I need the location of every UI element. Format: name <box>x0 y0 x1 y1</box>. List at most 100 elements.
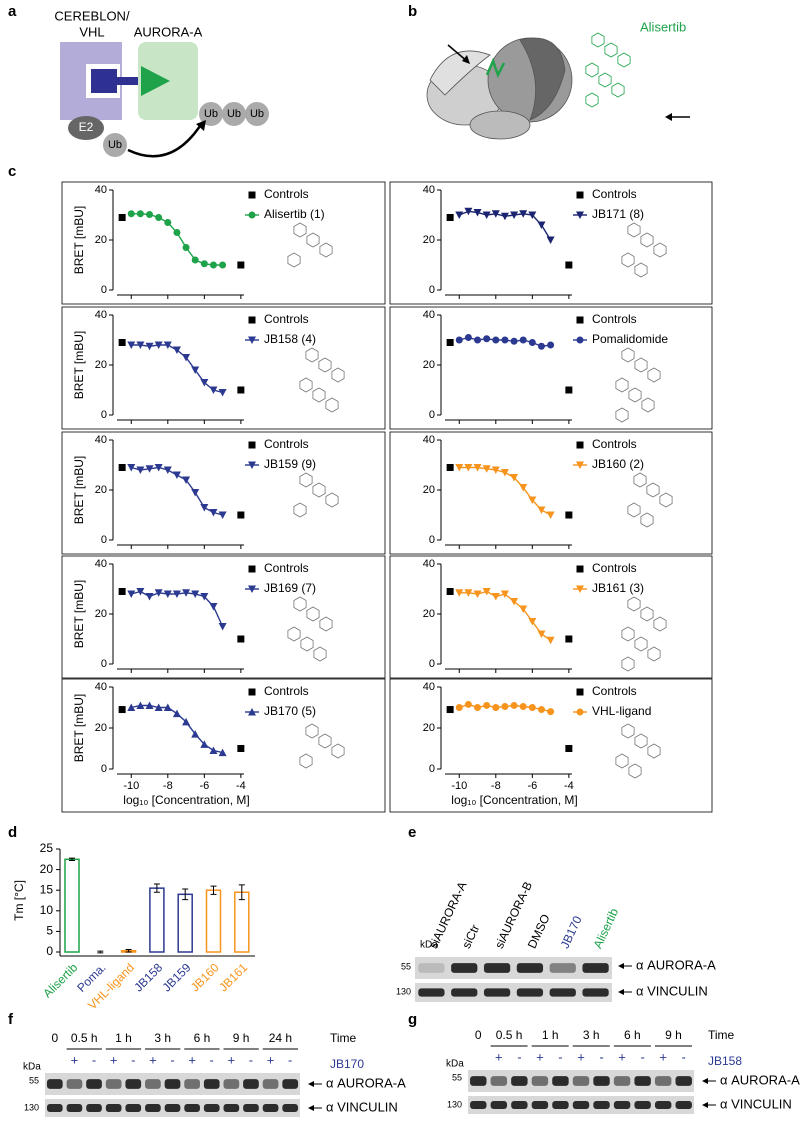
panel-label: d <box>8 824 17 841</box>
marker <box>464 464 473 472</box>
marker <box>191 590 200 598</box>
band <box>582 963 609 973</box>
y-tick-label: 40 <box>423 681 435 693</box>
time-label: 1 h <box>115 1031 132 1045</box>
x-tick-label: -8 <box>163 780 173 792</box>
ub-shape <box>199 102 223 126</box>
legend-marker <box>248 708 256 716</box>
structure-ring <box>634 733 648 749</box>
marker <box>145 342 154 351</box>
y-tick-label: 40 <box>95 184 107 196</box>
ligand-in-protein <box>485 57 506 79</box>
marker <box>483 701 491 709</box>
structure-ring <box>325 397 339 413</box>
legend-marker <box>248 336 256 344</box>
x-tick-label: -10 <box>123 780 139 792</box>
y-tick-label: 20 <box>40 862 54 876</box>
marker <box>565 386 573 394</box>
band <box>531 1101 549 1109</box>
bar <box>234 891 250 953</box>
x-tick-label: JB158 <box>131 960 165 994</box>
y-axis-label: BRET [mBU] <box>72 331 86 399</box>
chart-frame <box>61 678 386 813</box>
marker <box>118 464 126 471</box>
arrow-head <box>665 113 672 121</box>
marker <box>182 476 191 484</box>
band <box>184 1104 200 1112</box>
legend-label: JB160 (2) <box>592 457 644 471</box>
y-tick-label: 0 <box>429 534 435 546</box>
structure-ring <box>299 753 313 769</box>
band <box>282 1079 299 1089</box>
marker <box>546 511 555 519</box>
band <box>572 1076 590 1086</box>
x-tick-label: -4 <box>564 780 574 792</box>
marker <box>546 236 555 244</box>
fit-line <box>131 213 223 266</box>
marker <box>510 598 519 606</box>
structure-ring <box>325 492 339 508</box>
band <box>418 963 445 973</box>
marker <box>528 704 536 711</box>
arrow-head <box>702 1078 708 1084</box>
structure-ring <box>299 377 313 393</box>
marker <box>237 511 245 519</box>
band <box>634 1076 651 1086</box>
marker <box>528 211 537 219</box>
treatment-sign: - <box>249 1052 253 1067</box>
y-tick-label: 40 <box>423 309 435 321</box>
marker <box>191 730 200 738</box>
band <box>243 1104 259 1112</box>
compound-label: Alisertib <box>640 19 686 34</box>
marker <box>500 212 509 221</box>
arrow-head <box>462 55 470 64</box>
treatment-sign: + <box>495 1049 503 1064</box>
legend-marker <box>576 585 584 593</box>
marker <box>464 207 473 216</box>
time-axis-label: Time <box>330 1031 357 1045</box>
marker <box>474 704 482 711</box>
arrow-head <box>308 1081 314 1087</box>
legend-marker <box>576 336 584 344</box>
x-tick-label: -6 <box>199 780 209 792</box>
marker <box>154 464 163 472</box>
legend-label: JB170 (5) <box>264 704 316 718</box>
legend-label: Controls <box>264 187 309 201</box>
y-tick-label: 20 <box>95 722 107 734</box>
marker <box>127 464 136 472</box>
marker <box>127 341 136 349</box>
structure-ring <box>615 753 629 769</box>
ub-label: Ub <box>204 108 218 120</box>
band <box>634 1101 651 1109</box>
time-axis-label: Time <box>708 1028 735 1042</box>
marker <box>118 214 126 221</box>
y-tick-label: 0 <box>101 409 107 421</box>
treatment-sign: - <box>92 1052 96 1067</box>
treatment-sign: + <box>228 1052 236 1067</box>
y-tick-label: 25 <box>40 841 54 855</box>
y-tick-label: 40 <box>423 434 435 446</box>
chart-frame <box>389 181 713 305</box>
marker <box>519 605 528 613</box>
y-tick-label: 0 <box>101 284 107 296</box>
structure-ring <box>621 626 635 642</box>
y-tick-label: 20 <box>423 359 435 371</box>
marker <box>200 740 209 748</box>
structure-ring <box>312 482 326 498</box>
marker <box>528 339 536 346</box>
marker <box>473 209 482 217</box>
marker <box>446 339 454 346</box>
band <box>46 1104 63 1112</box>
legend-marker <box>576 688 584 696</box>
marker <box>492 336 500 344</box>
marker <box>209 261 217 269</box>
marker <box>455 336 463 344</box>
panel-label: a <box>8 3 17 20</box>
bar <box>205 889 222 953</box>
marker <box>182 717 191 726</box>
marker <box>200 593 209 601</box>
marker <box>136 701 145 709</box>
structure-ring <box>640 232 654 248</box>
time-label: 3 h <box>583 1028 600 1042</box>
marker <box>510 474 519 482</box>
